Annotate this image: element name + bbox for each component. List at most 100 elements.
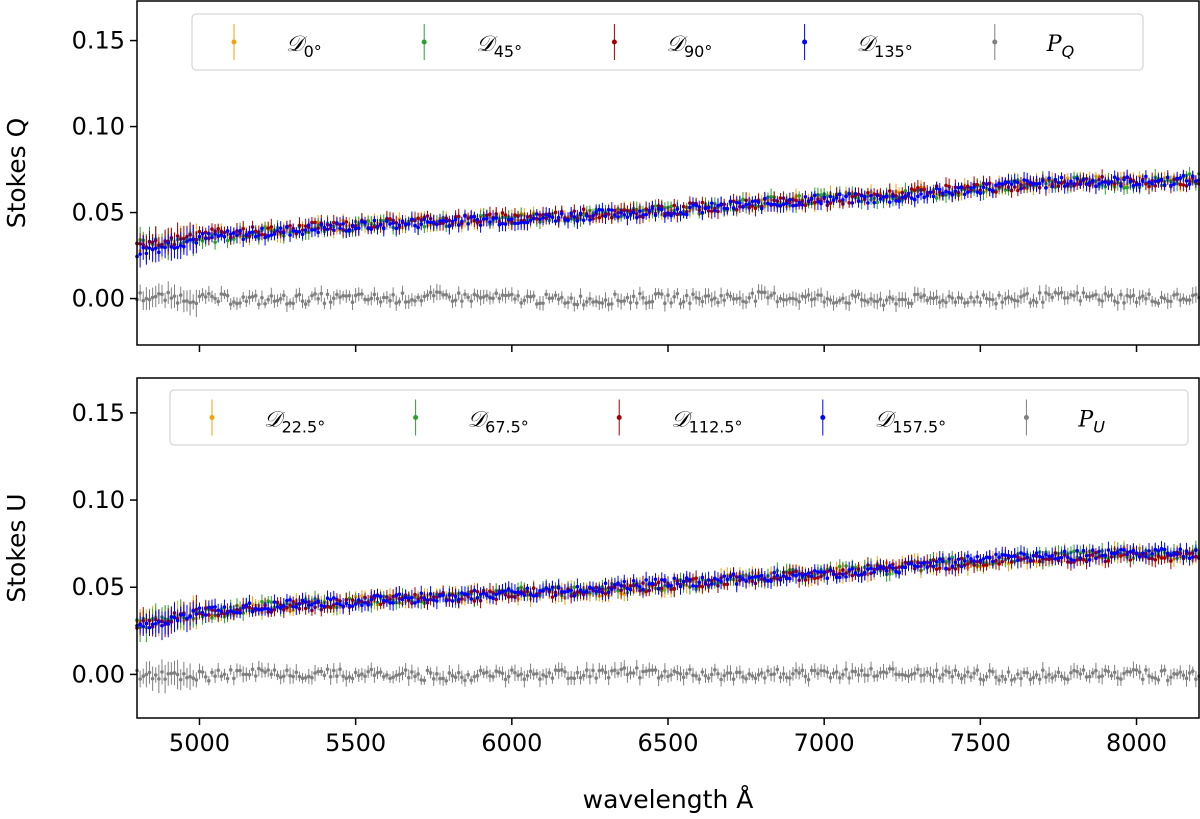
data-point: [578, 294, 583, 298]
data-point: [791, 296, 795, 301]
data-point: [510, 217, 514, 221]
data-point: [931, 194, 936, 199]
data-point: [144, 296, 149, 301]
data-point: [1122, 301, 1126, 305]
data-point: [1175, 292, 1179, 296]
data-point: [203, 236, 208, 240]
data-point: [422, 217, 427, 222]
data-point: [372, 218, 377, 223]
data-point: [175, 301, 180, 305]
data-point: [325, 292, 330, 297]
data-point: [731, 297, 736, 301]
data-point: [197, 294, 202, 299]
data-point: [584, 300, 589, 304]
data-point: [282, 293, 286, 298]
data-point: [1062, 296, 1067, 300]
data-point: [844, 300, 848, 305]
data-point: [469, 215, 474, 219]
data-point: [472, 292, 477, 297]
data-point: [438, 290, 442, 295]
data-point: [772, 291, 776, 295]
data-point: [1181, 183, 1186, 187]
data-point: [528, 294, 533, 299]
data-point: [547, 214, 552, 218]
data-point: [247, 230, 252, 235]
data-point: [894, 302, 898, 306]
data-point: [697, 296, 702, 301]
data-point: [922, 187, 926, 192]
data-point: [406, 300, 411, 304]
data-point: [606, 208, 611, 212]
data-point: [456, 214, 461, 219]
data-point: [716, 203, 720, 208]
data-point: [775, 203, 780, 208]
data-point: [691, 202, 695, 207]
data-point: [353, 226, 358, 231]
data-point: [1028, 301, 1033, 305]
data-point: [734, 207, 739, 212]
data-point: [956, 185, 961, 190]
data-point: [250, 294, 255, 299]
data-point: [360, 219, 364, 224]
data-point: [456, 223, 461, 227]
data-point: [1075, 182, 1079, 187]
data-point: [219, 292, 224, 296]
y-tick-label: 0.15: [72, 27, 125, 55]
data-point: [266, 226, 270, 230]
data-point: [813, 200, 817, 205]
data-point: [410, 297, 414, 302]
data-point: [410, 217, 414, 221]
data-point: [894, 193, 898, 198]
data-point: [1125, 185, 1129, 190]
data-point: [603, 214, 608, 219]
data-point: [916, 185, 920, 190]
data-point: [741, 197, 745, 202]
data-point: [266, 234, 270, 238]
data-point: [763, 290, 767, 295]
data-point: [413, 299, 417, 303]
data-point: [291, 599, 295, 604]
data-point: [1150, 299, 1154, 304]
data-point: [450, 219, 455, 224]
data-point: [300, 299, 305, 303]
data-point: [1169, 299, 1173, 304]
data-point: [447, 224, 452, 229]
data-point: [997, 181, 1001, 186]
data-point: [150, 247, 155, 252]
data-point: [550, 215, 555, 220]
data-point: [519, 220, 523, 225]
data-point: [522, 220, 527, 225]
data-point: [778, 204, 783, 208]
data-point: [1050, 295, 1054, 300]
data-point: [1178, 182, 1183, 187]
data-point: [531, 294, 536, 298]
data-point: [428, 220, 433, 225]
data-point: [1084, 294, 1089, 299]
data-point: [575, 219, 580, 223]
data-point: [1137, 182, 1142, 187]
data-point: [1194, 292, 1198, 297]
data-point: [675, 207, 680, 211]
data-point: [257, 233, 261, 238]
data-point: [756, 200, 761, 205]
data-point: [584, 214, 589, 218]
data-point: [435, 222, 439, 227]
data-point: [1153, 179, 1158, 184]
data-point: [1178, 176, 1183, 180]
data-point: [850, 293, 855, 297]
data-point: [1159, 295, 1164, 300]
data-point: [497, 222, 502, 227]
data-point: [894, 198, 898, 203]
data-point: [344, 294, 349, 298]
data-point: [400, 219, 405, 223]
data-point: [1156, 178, 1161, 183]
data-point: [1172, 182, 1176, 187]
data-point: [219, 233, 224, 237]
data-point: [581, 303, 586, 307]
data-point: [182, 244, 186, 249]
data-point: [950, 296, 955, 300]
data-point: [1059, 181, 1064, 185]
data-point: [1094, 292, 1098, 297]
data-point: [628, 212, 633, 216]
data-point: [1031, 298, 1036, 303]
